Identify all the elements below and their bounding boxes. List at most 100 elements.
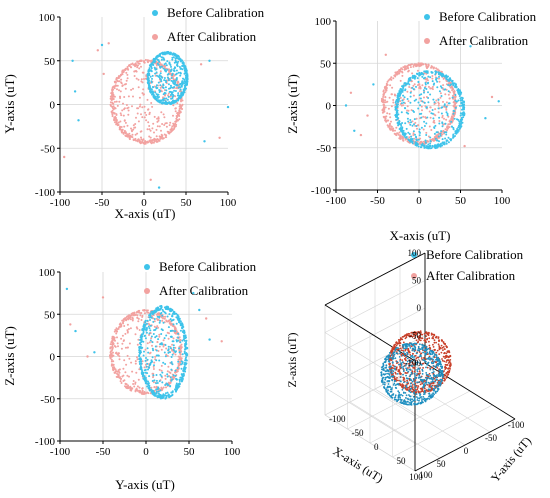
data-point — [447, 373, 450, 375]
data-point — [390, 354, 393, 357]
data-point — [140, 136, 142, 139]
y-tick-label: -100 — [35, 436, 56, 448]
data-point — [396, 377, 398, 379]
y-axis-label: Y-axis (uT) — [2, 74, 17, 134]
data-point — [463, 101, 465, 104]
data-point — [441, 359, 444, 362]
outlier-point — [100, 43, 104, 47]
x-tick-label: -100 — [50, 197, 71, 209]
data-point — [182, 331, 185, 333]
data-point — [435, 99, 438, 102]
data-point — [452, 88, 455, 91]
data-point — [181, 68, 184, 71]
data-point — [416, 77, 419, 80]
outlier-point — [353, 129, 356, 132]
data-point — [117, 76, 120, 79]
data-point — [452, 133, 455, 136]
data-point — [457, 90, 459, 93]
data-point — [415, 139, 418, 142]
data-point — [430, 147, 433, 150]
data-point — [119, 125, 122, 128]
data-point — [150, 386, 153, 389]
data-point — [422, 396, 425, 398]
data-point — [409, 119, 412, 121]
data-point — [127, 106, 130, 109]
legend-marker-after — [152, 34, 158, 40]
data-point — [159, 70, 162, 73]
data-point — [162, 386, 165, 389]
data-point — [441, 138, 444, 141]
data-point — [164, 363, 167, 365]
x-tick-label: -100 — [326, 195, 347, 207]
data-point — [429, 136, 432, 139]
data-point — [125, 79, 128, 82]
data-point — [400, 104, 403, 107]
data-point — [145, 365, 148, 368]
data-point — [161, 329, 164, 332]
data-point — [136, 64, 139, 67]
data-point — [110, 95, 113, 97]
data-point — [138, 329, 141, 331]
data-point — [167, 365, 170, 368]
data-point — [131, 133, 134, 136]
data-point — [151, 344, 153, 347]
data-point — [413, 83, 416, 86]
data-point — [140, 340, 143, 343]
data-point — [404, 66, 406, 69]
outlier-point — [198, 308, 201, 312]
data-point — [441, 125, 444, 128]
data-point — [438, 77, 440, 80]
data-point — [437, 102, 440, 105]
data-point — [133, 70, 136, 73]
outlier-point — [69, 323, 72, 326]
data-point — [407, 120, 410, 123]
data-point — [168, 87, 170, 90]
data-point — [171, 353, 174, 356]
data-point — [148, 389, 151, 392]
data-point — [176, 94, 179, 97]
data-point — [149, 315, 152, 318]
data-point — [135, 77, 138, 80]
data-point — [178, 112, 181, 115]
data-point — [158, 316, 161, 319]
data-point — [398, 128, 401, 130]
data-point — [119, 128, 122, 131]
data-point — [430, 66, 433, 69]
data-point — [179, 341, 182, 344]
data-point — [167, 393, 170, 396]
data-point — [399, 137, 402, 140]
data-point — [172, 104, 175, 107]
data-point — [421, 333, 424, 336]
data-point — [163, 124, 166, 126]
data-point — [420, 105, 423, 108]
data-point — [167, 83, 170, 86]
data-point — [146, 372, 149, 375]
data-point — [438, 122, 441, 125]
data-point — [123, 325, 126, 327]
data-point — [426, 116, 429, 119]
data-point — [399, 68, 402, 71]
data-point — [409, 95, 412, 98]
data-point — [155, 310, 158, 313]
data-point — [138, 357, 141, 360]
data-point — [395, 116, 398, 118]
data-point — [155, 128, 158, 131]
data-point — [129, 134, 132, 137]
data-point — [431, 75, 434, 77]
data-point — [412, 74, 414, 77]
data-point — [165, 89, 168, 92]
data-point — [171, 394, 173, 397]
data-point — [413, 99, 416, 102]
data-point — [407, 82, 410, 84]
data-point — [174, 95, 177, 98]
data-point — [420, 144, 423, 146]
data-point — [169, 323, 172, 326]
data-point — [442, 129, 445, 132]
legend-label-after: After Calibration — [426, 268, 516, 283]
data-point — [143, 61, 146, 64]
data-point — [171, 72, 174, 75]
data-point — [114, 339, 116, 342]
data-point — [442, 100, 444, 103]
data-point — [433, 144, 436, 147]
x-axis-label: Y-axis (uT) — [115, 477, 175, 492]
